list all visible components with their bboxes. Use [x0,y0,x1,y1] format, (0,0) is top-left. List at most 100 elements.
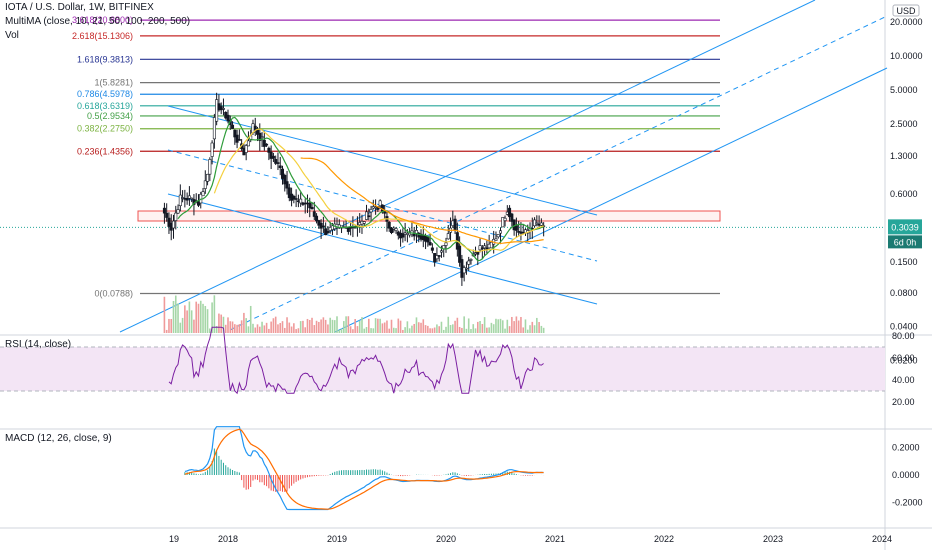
volume-bar [263,325,266,333]
volume-bar [302,320,304,333]
volume-bar [445,326,447,333]
volume-bar [218,313,220,333]
volume-bar [386,320,388,333]
candle-body [165,212,169,218]
candle-body [226,114,230,122]
volume-bar [483,317,486,333]
multima-legend[interactable]: MultiMA (close, 10, 21, 50, 100, 200, 50… [5,16,191,27]
volume-bar [177,303,179,333]
last-price-badge [888,219,922,235]
candle-body [185,197,189,201]
volume-bar [397,318,400,333]
channel-mid-line [229,15,888,331]
volume-bar [315,320,318,333]
volume-bar [490,322,493,333]
volume-bar [358,320,361,333]
candle-body [512,219,516,231]
volume-bar [415,317,418,333]
volume-bar [524,319,527,333]
candle-body [237,139,241,141]
volume-bar [286,317,288,333]
volume-bar [327,324,329,333]
volume-bar [395,328,397,333]
volume-bar [270,321,272,333]
macd-legend[interactable]: MACD (12, 26, close, 9) [5,433,112,444]
candle-body [444,242,448,246]
fib-level-label: 0.382(2.2750) [77,124,133,134]
fib-level-label: 0.618(3.6319) [77,101,133,111]
countdown-label: 6d 0h [894,237,917,247]
candle-body [265,143,269,146]
volume-bar [268,328,270,333]
macd-tick-label: 0.2000 [892,442,920,452]
volume-bar [486,327,488,333]
candle-body [162,207,166,214]
candle-body [489,242,493,249]
ma-21-line [213,128,544,253]
candle-body [262,139,266,147]
candle-body [176,209,180,214]
volume-bar [274,316,277,333]
volume-bar [234,324,236,333]
volume-bar [356,326,359,333]
candle-body [480,247,484,250]
volume-bar [254,327,257,333]
volume-bar [227,317,229,333]
volume-bar [377,318,379,333]
candle-body [453,218,457,231]
volume-bar [365,327,368,333]
volume-bar [472,324,475,333]
volume-bar [240,320,243,333]
signal-line [184,428,544,510]
volume-bar [209,328,211,333]
candle-body [231,124,235,129]
time-tick-label: 2023 [763,534,783,544]
volume-bar [338,329,341,333]
fib-level-label: 0(0.0788) [94,289,133,299]
volume-bar [515,316,518,333]
candle-body [462,267,466,274]
candle-body [321,225,325,228]
volume-bar [349,326,352,333]
volume-bar [281,321,284,333]
volume-bar [513,321,515,333]
volume-bar [456,317,459,333]
volume-bar [436,324,438,333]
volume-bar [293,323,295,333]
time-tick-label: 2019 [327,534,347,544]
candle-body [394,228,398,231]
volume-bar [188,301,191,333]
volume-bar [211,302,213,333]
candle-body [535,222,539,225]
time-tick-label: 2022 [654,534,674,544]
volume-bar [279,322,282,333]
price-tick-label: 0.1500 [890,257,918,267]
volume-bar [495,318,497,333]
rsi-legend[interactable]: RSI (14, close) [5,339,72,350]
candle-body [287,187,291,199]
volume-bar [331,319,334,333]
volume-bar [215,325,218,333]
price-tick-label: 20.0000 [890,17,923,27]
candle-body [187,195,191,199]
candle-body [494,238,498,241]
volume-bar [206,309,209,333]
candle-body [292,195,296,200]
volume-bar [249,305,252,333]
candle-body [387,221,391,229]
countdown-badge [888,235,922,249]
candle-body [246,140,250,147]
volume-legend[interactable]: Vol [5,30,19,41]
candle-body [196,201,200,206]
candle-body [274,159,278,164]
volume-bar [243,312,245,333]
volume-bar [336,316,338,333]
candle-body [271,155,275,159]
volume-bar [538,322,540,333]
currency-label: USD [896,6,916,16]
volume-bar [363,328,366,333]
time-tick-label: 2024 [872,534,892,544]
volume-bar [406,321,409,333]
ma-50-line [300,157,544,245]
